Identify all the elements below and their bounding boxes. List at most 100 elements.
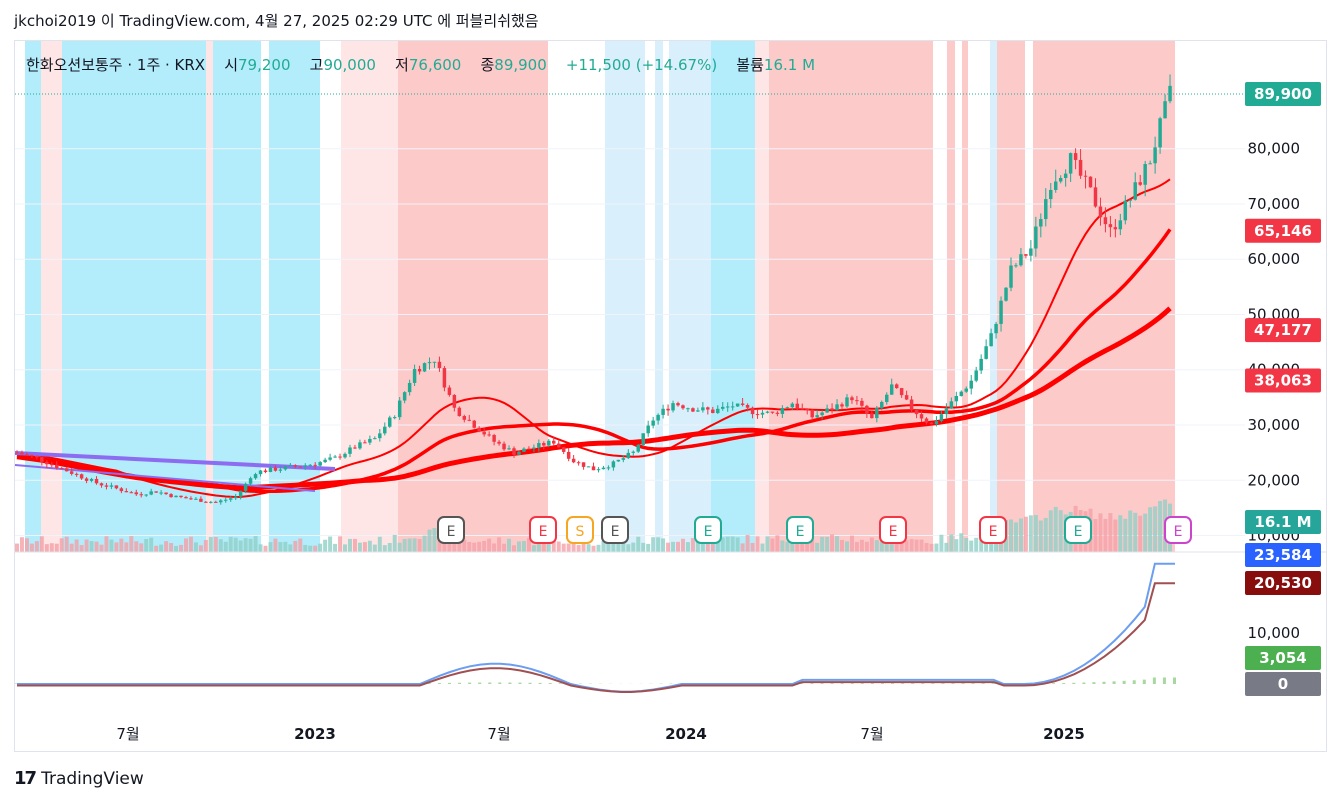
- candle: [542, 443, 546, 446]
- volume-bar: [238, 540, 243, 552]
- volume-bar: [750, 542, 755, 552]
- candle: [661, 408, 665, 415]
- symbol-legend: 한화오션보통주 · 1주 · KRX 시79,200 고90,000 저76,6…: [26, 54, 815, 75]
- volume-bar: [1133, 512, 1138, 552]
- volume-bar: [661, 538, 666, 552]
- candle: [527, 448, 531, 450]
- volume-bar: [626, 544, 631, 552]
- volume-bar: [382, 545, 387, 552]
- candle: [318, 462, 322, 466]
- volume-bar: [74, 539, 79, 552]
- price-tag-label: 38,063: [1254, 371, 1312, 389]
- price-tag-label: 47,177: [1254, 321, 1312, 339]
- volume-bar: [596, 544, 601, 552]
- volume-bar: [134, 541, 139, 552]
- volume-bar: [144, 539, 149, 552]
- event-label: E: [1174, 524, 1183, 540]
- volume-bar: [407, 538, 412, 552]
- volume-bar: [427, 529, 432, 552]
- x-tick-label: 2025: [1043, 725, 1085, 743]
- volume-bar: [944, 542, 949, 552]
- price-tag: [1245, 672, 1321, 696]
- candle: [502, 443, 506, 450]
- high-label: 고: [309, 56, 324, 74]
- volume-bar: [735, 537, 740, 552]
- candle: [899, 388, 904, 396]
- candle: [447, 387, 452, 395]
- volume-bar: [1023, 516, 1028, 552]
- candle: [94, 478, 99, 484]
- candle: [954, 395, 959, 402]
- volume-bar: [531, 545, 536, 552]
- y-tick-label: 10,000: [1248, 624, 1301, 642]
- macd-hist-bar: [810, 683, 814, 684]
- volume-bar: [526, 538, 531, 552]
- volume-bar: [790, 543, 795, 552]
- volume-bar: [263, 545, 268, 552]
- volume-bar: [825, 536, 830, 552]
- volume-bar: [352, 538, 357, 552]
- candle: [497, 441, 501, 444]
- candle: [571, 458, 576, 463]
- candle: [561, 447, 566, 452]
- candle: [204, 501, 208, 503]
- candle: [785, 407, 790, 409]
- candle: [1083, 175, 1088, 177]
- volume-bar: [1018, 518, 1023, 552]
- candle: [999, 300, 1003, 324]
- candle: [248, 478, 253, 484]
- time-axis[interactable]: 7월 2023 7월 2024 7월 2025: [116, 725, 1085, 743]
- price-tag-label: 3,054: [1259, 649, 1306, 667]
- tradingview-brand[interactable]: 17 TradingView: [14, 768, 144, 789]
- bg-band: [341, 41, 398, 552]
- candle: [1148, 163, 1152, 165]
- volume-bar: [432, 528, 437, 552]
- candle: [795, 403, 800, 409]
- volume-bar: [323, 539, 328, 552]
- volume-bar: [283, 541, 288, 552]
- candle: [681, 405, 685, 409]
- symbol-name[interactable]: 한화오션보통주 · 1주 · KRX: [26, 56, 206, 74]
- candle: [616, 459, 621, 462]
- candle: [701, 407, 705, 411]
- candle: [934, 421, 939, 425]
- volume-bar: [1053, 506, 1058, 552]
- volume-bar: [1103, 518, 1108, 552]
- volume-bar: [1138, 515, 1143, 552]
- candle: [646, 425, 650, 434]
- candle: [1158, 118, 1162, 148]
- event-label: E: [796, 524, 805, 540]
- volume-bar: [208, 536, 213, 552]
- volume-bar: [233, 537, 238, 552]
- candle: [641, 433, 645, 445]
- volume-bar: [1043, 517, 1048, 552]
- candle: [1118, 220, 1123, 230]
- bg-band: [269, 41, 320, 552]
- candle: [770, 411, 775, 413]
- price-tag: [1245, 218, 1321, 243]
- candle: [402, 392, 407, 401]
- candle: [392, 417, 397, 419]
- y-tick-label: 60,000: [1248, 250, 1301, 268]
- volume-bar: [835, 536, 840, 552]
- volume-bar: [720, 537, 725, 552]
- price-tag: [1245, 571, 1321, 595]
- candle: [706, 407, 710, 410]
- candle: [800, 408, 804, 410]
- volume-bar: [1113, 519, 1118, 552]
- macd-hist-bar: [860, 683, 864, 684]
- volume-bar: [690, 538, 695, 552]
- volume-bar: [278, 542, 283, 552]
- volume-bar: [303, 544, 308, 552]
- volume-bar: [193, 542, 198, 552]
- candle: [1024, 254, 1028, 256]
- candle: [835, 404, 839, 411]
- candle: [1153, 147, 1157, 164]
- volume-bar: [392, 534, 397, 552]
- volume-bar: [1108, 513, 1113, 552]
- volume-bar: [1118, 515, 1123, 552]
- candle: [1044, 199, 1048, 220]
- candle: [129, 492, 134, 494]
- candle: [790, 403, 795, 408]
- volume-bar: [1153, 506, 1158, 552]
